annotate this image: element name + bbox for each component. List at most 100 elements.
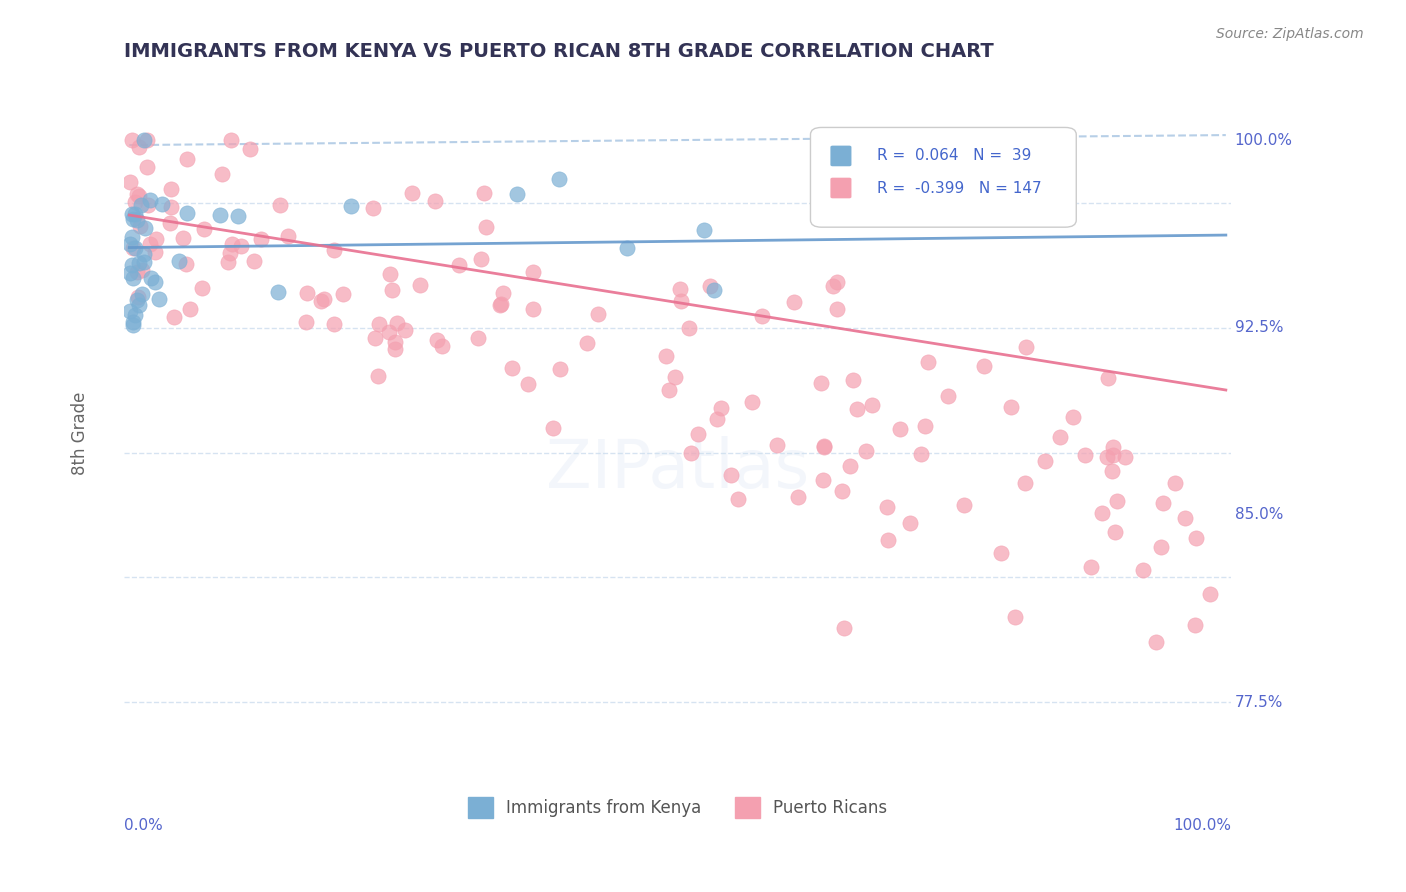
Point [1101,464,1123,478]
Point [710,401,733,416]
Point [1033,453,1056,467]
Point [384,335,406,350]
Point [378,268,401,282]
Point [1014,476,1036,491]
Point [1164,476,1187,491]
Point [381,283,404,297]
Point [239,142,262,156]
Point [294,315,316,329]
Point [145,244,167,259]
Point [138,193,160,207]
Point [136,198,159,212]
Point [688,427,710,442]
Point [449,258,471,272]
Point [249,232,271,246]
Point [1062,410,1084,425]
Point [163,310,186,325]
Point [1097,450,1119,465]
Point [1132,563,1154,577]
Point [472,186,495,200]
Point [384,343,406,357]
Point [522,265,544,279]
Point [208,208,231,222]
Point [1000,401,1022,415]
Point [860,398,883,412]
Point [1104,524,1126,539]
Point [831,483,853,498]
Point [877,533,900,547]
Point [132,255,155,269]
Point [122,318,145,333]
Point [839,458,862,473]
Point [174,257,197,271]
Point [136,133,159,147]
Point [167,253,190,268]
Point [1102,449,1125,463]
Point [1091,507,1114,521]
Point [430,339,453,353]
Point [914,419,936,434]
Point [543,420,565,434]
Point [889,422,911,436]
Point [813,439,835,453]
Text: 77.5%: 77.5% [1234,695,1284,710]
Point [176,153,198,167]
Point [148,292,170,306]
Point [825,302,848,317]
Point [489,296,512,310]
Point [898,516,921,531]
Point [179,301,201,316]
Point [394,323,416,337]
Point [266,285,288,299]
Point [221,237,243,252]
FancyBboxPatch shape [810,128,1076,227]
Point [172,230,194,244]
Point [699,279,721,293]
Point [409,278,432,293]
Point [361,201,384,215]
Text: 8th Grade: 8th Grade [70,392,89,475]
Point [1105,494,1128,508]
Point [1102,440,1125,454]
Point [150,197,173,211]
Text: 100.0%: 100.0% [1174,819,1232,833]
Point [364,331,387,345]
Point [664,369,686,384]
Point [269,197,291,211]
Point [470,252,492,267]
Point [1114,450,1136,464]
Point [706,412,728,426]
Point [139,237,162,252]
Point [160,182,183,196]
Point [131,263,153,277]
Point [467,331,489,345]
Point [129,219,152,233]
Point [322,243,344,257]
Point [121,207,143,221]
Point [125,265,148,279]
Point [1149,541,1171,555]
Point [385,316,408,330]
Text: R =  0.064   N =  39: R = 0.064 N = 39 [877,148,1031,163]
Point [120,304,142,318]
Point [522,301,544,316]
Point [751,309,773,323]
Point [1049,430,1071,444]
Point [139,270,162,285]
Point [124,308,146,322]
Text: R =  -0.399   N = 147: R = -0.399 N = 147 [877,180,1042,195]
Point [121,133,143,147]
Point [128,256,150,270]
Point [124,195,146,210]
Point [118,175,141,189]
Point [658,383,681,397]
Point [136,161,159,175]
Point [811,473,834,487]
Point [825,275,848,289]
Point [368,317,391,331]
Point [193,221,215,235]
Point [176,206,198,220]
Point [312,292,335,306]
Point [125,187,148,202]
Point [669,282,692,296]
